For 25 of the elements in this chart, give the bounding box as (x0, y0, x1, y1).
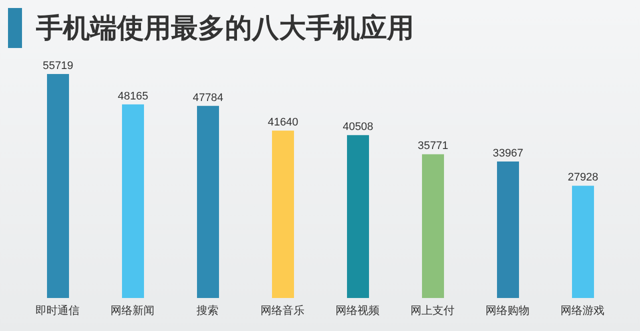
data-label: 55719 (42, 60, 74, 72)
data-label: 40508 (342, 121, 374, 134)
x-tick-label: 网络游戏 (560, 304, 604, 317)
bar (122, 104, 144, 298)
bar (197, 106, 219, 298)
x-tick-label: 网络新闻 (110, 304, 154, 317)
bar (47, 74, 69, 298)
data-label: 35771 (418, 140, 448, 152)
bar (572, 186, 594, 298)
data-label: 27928 (568, 172, 598, 184)
data-label: 48165 (118, 90, 148, 102)
x-tick-label: 即时通信 (36, 304, 80, 317)
bar (272, 130, 294, 298)
chart-title: 手机端使用最多的八大手机应用 (36, 12, 414, 45)
x-tick-label: 搜索 (196, 304, 218, 317)
bar (497, 161, 519, 298)
data-label: 33967 (492, 147, 524, 160)
x-tick-label: 网络购物 (486, 304, 530, 317)
x-tick-label: 网上支付 (410, 304, 454, 317)
bar (422, 154, 444, 298)
bar (347, 135, 369, 298)
x-tick-label: 网络音乐 (260, 304, 304, 317)
x-tick-label: 网络视频 (336, 304, 380, 317)
data-label: 47784 (192, 92, 224, 104)
data-label: 41640 (268, 116, 298, 129)
